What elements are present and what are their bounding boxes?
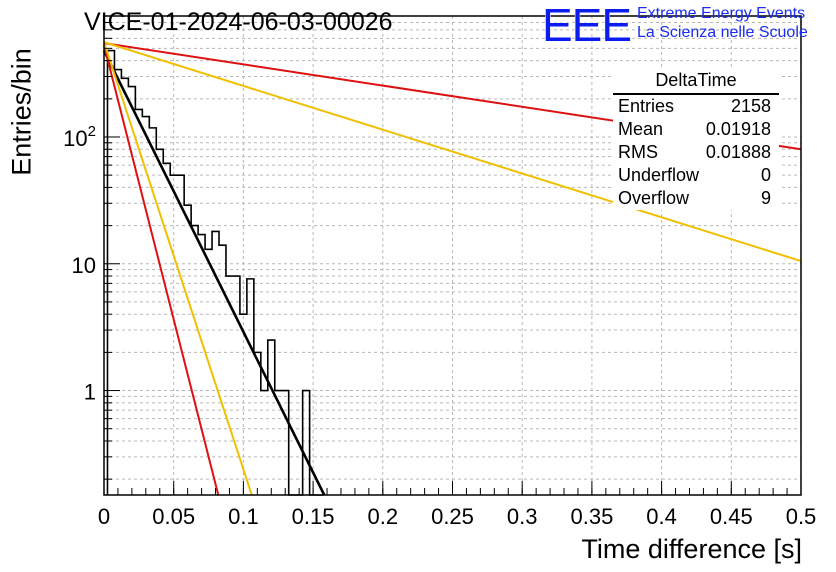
fit-line	[102, 50, 326, 496]
logo-caption: Extreme Energy Events La Scienza nelle S…	[637, 4, 808, 42]
x-tick-label: 0.4	[646, 504, 677, 529]
stats-row: RMS 0.01888	[613, 141, 779, 164]
axis-ticks: 0 0.05 0.1 0.15 0.2 0.25 0.3 0.35 0.4 0.45 0.5 1 10 1…	[63, 15, 817, 529]
stats-label: Entries	[618, 96, 675, 116]
x-tick-label: 0.15	[292, 504, 335, 529]
x-tick-label: 0.45	[710, 504, 753, 529]
stats-value: 0.01888	[705, 142, 771, 162]
fit-line	[103, 44, 220, 496]
x-tick-label: 0.05	[152, 504, 195, 529]
stats-row: Overflow 9	[613, 187, 779, 210]
stats-value: 2158	[730, 96, 771, 116]
y-tick-label: 10	[72, 253, 96, 278]
fit-lines	[102, 41, 802, 496]
stats-label: Mean	[618, 119, 664, 139]
stats-box: DeltaTime Entries 2158 Mean 0.01918 RMS …	[613, 70, 779, 210]
x-tick-label: 0.25	[431, 504, 474, 529]
stats-label: RMS	[618, 142, 658, 162]
histogram-outline	[106, 49, 324, 496]
stats-value: 0.01918	[705, 119, 771, 139]
x-tick-label: 0.2	[368, 504, 399, 529]
stats-value: 0	[760, 165, 771, 185]
y-tick-label: 102	[63, 123, 96, 151]
eee-logo: EEE	[541, 0, 632, 51]
y-tick-label: 1	[84, 380, 96, 405]
stats-label: Underflow	[618, 165, 700, 185]
stats-row: Underflow 0	[613, 164, 779, 187]
y-axis-label: Entries/bin	[6, 48, 37, 176]
x-tick-label: 0.35	[570, 504, 613, 529]
stats-label: Overflow	[618, 188, 690, 208]
x-tick-label: 0.5	[786, 504, 817, 529]
fit-line	[103, 41, 802, 263]
x-tick-label: 0.3	[507, 504, 538, 529]
histogram	[106, 49, 324, 496]
stats-title: DeltaTime	[613, 70, 779, 95]
stats-row: Mean 0.01918	[613, 118, 779, 141]
logo-line-1: Extreme Energy Events	[637, 5, 806, 22]
x-tick-label: 0	[98, 504, 110, 529]
logo-line-2: La Scienza nelle Scuole	[637, 24, 808, 41]
stats-row: Entries 2158	[613, 95, 779, 118]
chart-title: VICE-01-2024-06-03-00026	[84, 8, 393, 36]
fit-line	[103, 41, 253, 496]
x-tick-label: 0.1	[228, 504, 259, 529]
x-axis-label: Time difference [s]	[581, 534, 802, 564]
stats-value: 9	[760, 188, 771, 208]
